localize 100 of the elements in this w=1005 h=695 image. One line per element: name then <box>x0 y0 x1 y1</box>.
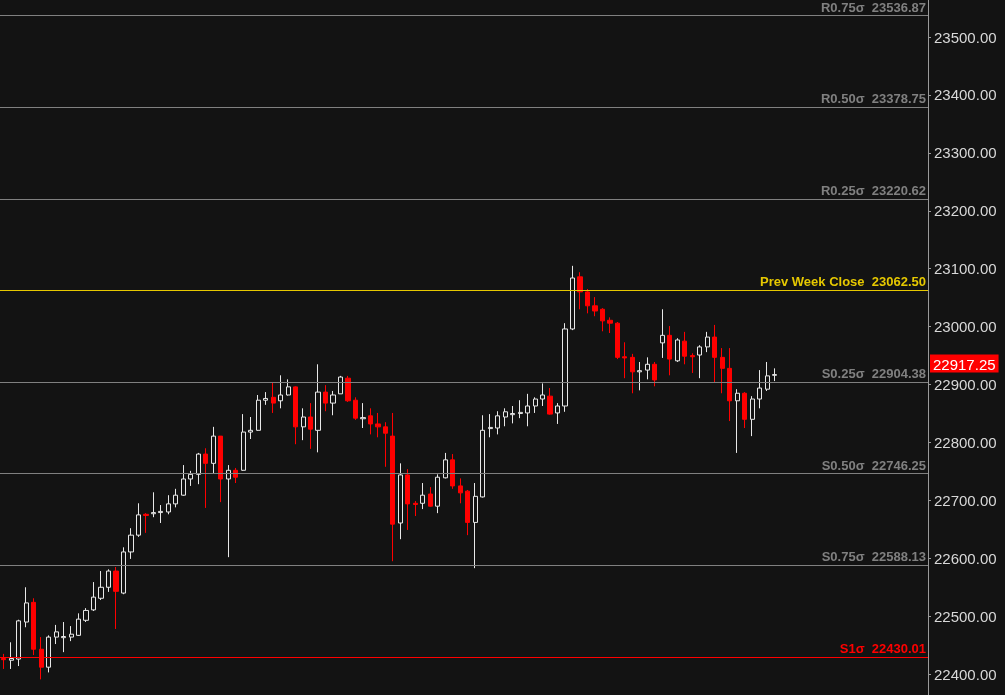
candlestick <box>9 641 14 670</box>
candlestick <box>211 426 216 474</box>
ref-line-label: S1σ 22430.01 <box>839 640 926 656</box>
candlestick <box>398 462 403 540</box>
candlestick <box>458 477 463 504</box>
candlestick <box>136 502 141 538</box>
y-tick-label: 23400.00 <box>934 86 997 104</box>
candlestick <box>577 271 583 310</box>
candlestick <box>91 581 96 612</box>
y-tick-label: 23100.00 <box>934 260 997 278</box>
candlestick <box>226 464 231 558</box>
ref-line-label: R0.25σ 23220.62 <box>820 182 926 198</box>
candlestick <box>652 361 657 387</box>
candlestick <box>248 416 253 440</box>
candlestick <box>622 341 627 379</box>
candlestick <box>503 407 508 427</box>
candlestick <box>450 453 455 490</box>
candlestick <box>390 412 395 562</box>
candlestick <box>562 322 568 413</box>
candlestick <box>83 607 89 623</box>
candlestick <box>143 512 149 534</box>
candlestick <box>420 482 425 510</box>
candlestick <box>128 527 134 560</box>
candlestick <box>293 385 298 445</box>
candlestick <box>607 316 613 334</box>
candlestick <box>271 382 276 414</box>
candlestick <box>480 414 485 498</box>
candlestick <box>750 395 755 437</box>
candlestick <box>675 337 680 363</box>
candlestick <box>525 393 530 427</box>
candlestick <box>286 378 291 397</box>
y-tick-label: 22700.00 <box>934 491 997 509</box>
ref-line-label: S0.50σ 22746.25 <box>821 457 926 473</box>
candlestick <box>697 344 702 379</box>
ref-line-label: R0.50σ 23378.75 <box>820 91 926 107</box>
candlestick <box>757 369 762 409</box>
candlestick <box>368 407 373 435</box>
candlestick <box>181 464 186 497</box>
candlestick <box>151 491 156 518</box>
candlestick <box>76 612 81 637</box>
candlestick <box>712 324 717 384</box>
y-tick-label: 23000.00 <box>934 318 997 336</box>
candlestick <box>166 494 171 515</box>
y-tick-label: 22800.00 <box>934 433 997 451</box>
candlestick <box>308 402 313 450</box>
candlestick <box>615 321 620 360</box>
candlestick <box>727 347 732 422</box>
candlestick <box>735 388 740 454</box>
candlestick <box>510 405 515 424</box>
candlestick <box>600 307 605 332</box>
candlestick <box>660 308 665 359</box>
candlestick <box>690 352 695 374</box>
y-tick-label: 22600.00 <box>934 549 997 567</box>
candlestick <box>218 435 223 503</box>
candlestick <box>637 361 642 391</box>
candlestick <box>323 384 328 412</box>
candlestick <box>435 473 440 514</box>
candlestick <box>338 375 343 395</box>
candlestick <box>54 624 59 645</box>
candlestick <box>443 452 448 479</box>
candlestick <box>645 356 650 380</box>
candlestick <box>46 634 51 673</box>
candlestick <box>173 488 178 508</box>
y-tick-label: 22500.00 <box>934 607 997 625</box>
candlestick <box>345 375 351 403</box>
candlestick <box>121 546 126 595</box>
candlestick <box>113 566 119 630</box>
candlestick <box>16 619 21 667</box>
y-tick-label: 23500.00 <box>934 28 997 46</box>
candlestick <box>705 331 710 353</box>
candlestick <box>585 288 590 314</box>
candlestick <box>31 597 36 656</box>
candlestick <box>405 468 410 531</box>
candlestick <box>383 421 388 468</box>
ref-line-label: S0.75σ 22588.13 <box>821 549 926 565</box>
candlestick <box>188 470 193 487</box>
y-tick-label: 22400.00 <box>934 665 997 683</box>
candlestick <box>98 570 104 601</box>
candlestick <box>196 452 201 485</box>
candlestick <box>720 347 725 394</box>
candlestick <box>533 396 538 414</box>
candlestick <box>413 500 418 517</box>
candlestick <box>315 363 321 453</box>
candlestick <box>301 407 306 441</box>
candlestick <box>570 265 575 331</box>
candlestick <box>263 391 268 406</box>
candlestick <box>465 489 470 536</box>
candlestick <box>24 586 29 628</box>
candlestick <box>61 621 66 653</box>
candlestick <box>765 361 770 392</box>
candlestick <box>667 325 672 376</box>
ref-line-label: S0.25σ 22904.38 <box>821 366 926 382</box>
ref-line-label: Prev Week Close 23062.50 <box>760 274 926 290</box>
candlestick <box>592 296 598 317</box>
candlestick <box>555 402 560 425</box>
candlestick <box>682 331 687 365</box>
candlestick <box>742 391 747 429</box>
candlestick <box>69 625 74 642</box>
candlestick <box>106 568 111 593</box>
candlestick <box>772 367 777 382</box>
